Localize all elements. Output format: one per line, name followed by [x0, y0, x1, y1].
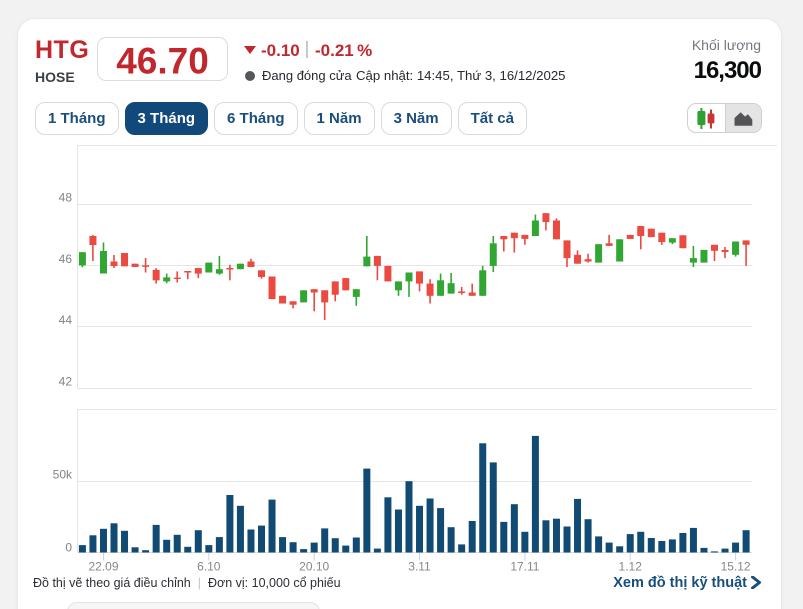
svg-text:46: 46	[59, 252, 73, 266]
svg-text:22.09: 22.09	[88, 560, 118, 574]
svg-text:42: 42	[59, 375, 73, 389]
svg-text:1.12: 1.12	[619, 560, 643, 574]
svg-text:6.10: 6.10	[197, 560, 221, 574]
svg-text:20.10: 20.10	[299, 560, 329, 574]
svg-text:44: 44	[59, 313, 73, 327]
svg-text:50k: 50k	[53, 468, 73, 482]
svg-text:0: 0	[65, 541, 72, 555]
svg-text:15.12: 15.12	[721, 560, 751, 574]
svg-text:17.11: 17.11	[510, 560, 539, 574]
svg-text:48: 48	[59, 191, 73, 205]
svg-text:3.11: 3.11	[408, 560, 431, 574]
